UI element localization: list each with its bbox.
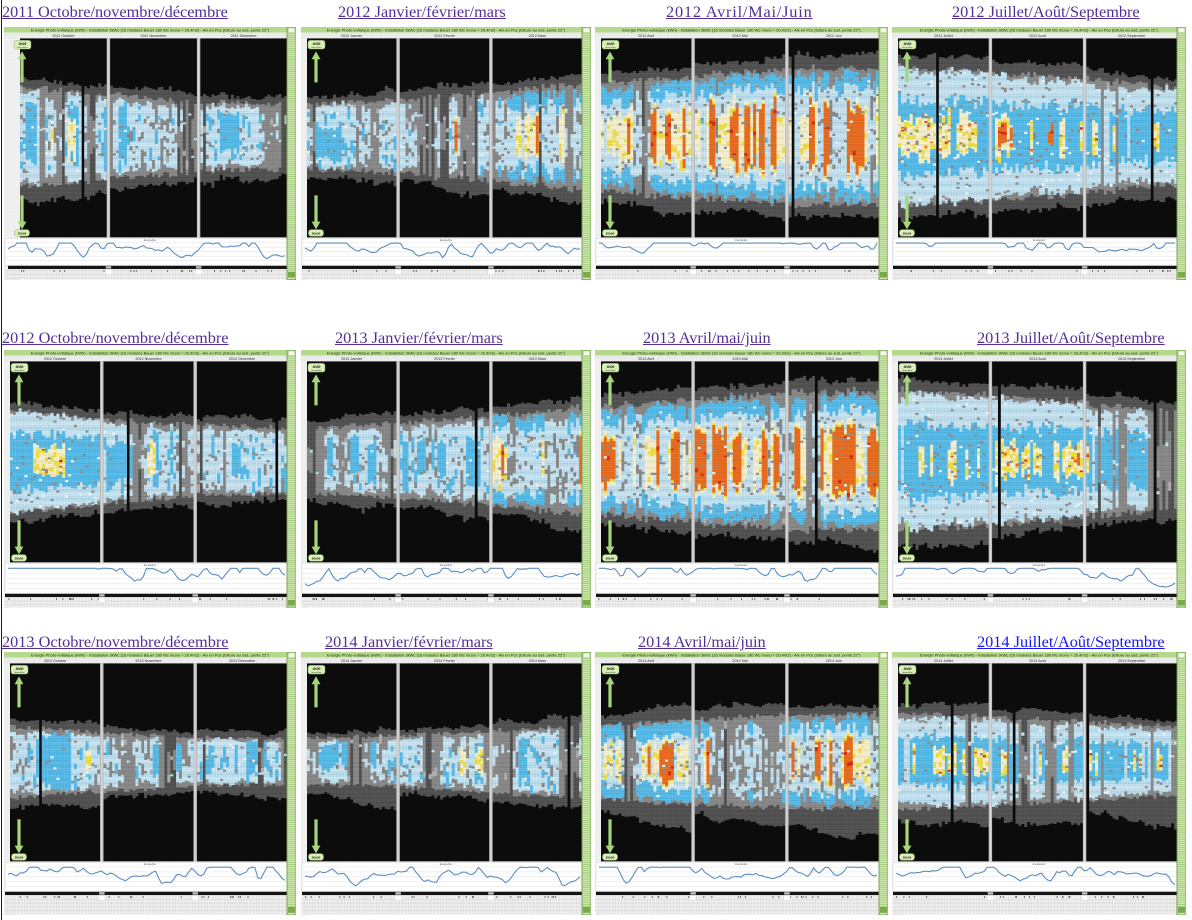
svg-text:Heure d'Hiver: Heure d'Hiver — [902, 46, 913, 49]
svg-text:Energie/jour: Energie/jour — [144, 863, 157, 866]
svg-text:20h00: 20h00 — [18, 232, 27, 236]
svg-text:4h00: 4h00 — [19, 42, 27, 46]
svg-text:2012 Juin: 2012 Juin — [826, 34, 842, 38]
svg-text:Energie Photo-voltaïque (kWh): Energie Photo-voltaïque (kWh) - Installa… — [31, 27, 270, 32]
svg-text:2014 Février: 2014 Février — [434, 659, 455, 663]
svg-text:2012 Novembre: 2012 Novembre — [135, 357, 161, 361]
svg-text:2014 Septembre: 2014 Septembre — [1118, 659, 1145, 663]
svg-text:Energie/jour: Energie/jour — [735, 863, 748, 866]
svg-text:2011 Novembre: 2011 Novembre — [141, 34, 167, 38]
svg-text:20h00: 20h00 — [312, 557, 321, 561]
svg-text:4h00: 4h00 — [16, 365, 24, 369]
svg-text:Heure d'Hiver: Heure d'Hiver — [311, 46, 322, 49]
svg-text:2012 Février: 2012 Février — [434, 34, 455, 38]
svg-text:Energie Photo-voltaïque (kWh): Energie Photo-voltaïque (kWh) - Installa… — [31, 350, 270, 355]
svg-text:2011 Décembre: 2011 Décembre — [231, 34, 257, 38]
svg-text:2014 Mai: 2014 Mai — [732, 659, 747, 663]
svg-text:Energie Photo-voltaïque (kWh): Energie Photo-voltaïque (kWh) - Installa… — [920, 350, 1159, 355]
svg-text:4h00: 4h00 — [607, 667, 615, 671]
svg-text:2012 Décembre: 2012 Décembre — [229, 357, 255, 361]
svg-text:2013 Octobre: 2013 Octobre — [44, 659, 66, 663]
svg-text:Energie Photo-voltaïque (kWh): Energie Photo-voltaïque (kWh) - Installa… — [327, 27, 566, 32]
svg-text:4h00: 4h00 — [313, 365, 321, 369]
svg-text:20h00: 20h00 — [903, 232, 912, 236]
svg-text:2013 Avril: 2013 Avril — [638, 357, 654, 361]
svg-text:2012 Août: 2012 Août — [1029, 34, 1046, 38]
svg-text:2012 Avril: 2012 Avril — [638, 34, 654, 38]
svg-text:4h00: 4h00 — [16, 667, 24, 671]
svg-text:Energie/jour: Energie/jour — [440, 239, 453, 242]
svg-text:20h00: 20h00 — [312, 856, 321, 860]
svg-text:20h00: 20h00 — [606, 232, 615, 236]
svg-text:Heure d'Hiver: Heure d'Hiver — [902, 369, 913, 372]
svg-text:2013 Novembre: 2013 Novembre — [135, 659, 161, 663]
svg-text:Heure d'Hiver: Heure d'Hiver — [605, 671, 616, 674]
svg-text:2014 Avril: 2014 Avril — [638, 659, 654, 663]
svg-text:20h00: 20h00 — [606, 557, 615, 561]
svg-text:2012 Septembre: 2012 Septembre — [1118, 34, 1145, 38]
svg-text:Energie Photo-voltaïque (kWh): Energie Photo-voltaïque (kWh) - Installa… — [622, 350, 861, 355]
svg-text:Energie/jour: Energie/jour — [735, 564, 748, 567]
svg-text:Energie/jour: Energie/jour — [1033, 239, 1046, 242]
svg-text:2013 Février: 2013 Février — [434, 357, 455, 361]
svg-text:Energie/jour: Energie/jour — [440, 564, 453, 567]
svg-text:2013 Mai: 2013 Mai — [732, 357, 747, 361]
svg-text:4h00: 4h00 — [607, 365, 615, 369]
svg-text:4h00: 4h00 — [904, 667, 912, 671]
svg-text:Heure d'Hiver: Heure d'Hiver — [311, 369, 322, 372]
svg-text:2014 Juillet: 2014 Juillet — [934, 659, 953, 663]
svg-text:4h00: 4h00 — [607, 42, 615, 46]
svg-text:Heure d'Hiver: Heure d'Hiver — [14, 671, 25, 674]
svg-text:2014 Janvier: 2014 Janvier — [341, 659, 363, 663]
svg-text:Heure d'Hiver: Heure d'Hiver — [605, 369, 616, 372]
svg-text:2013 Juillet: 2013 Juillet — [934, 357, 953, 361]
svg-text:2014 Août: 2014 Août — [1029, 659, 1046, 663]
svg-text:20h00: 20h00 — [15, 856, 24, 860]
svg-text:Energie Photo-voltaïque (kWh): Energie Photo-voltaïque (kWh) - Installa… — [31, 652, 270, 657]
svg-text:Energie/jour: Energie/jour — [1033, 564, 1046, 567]
svg-text:2013 Mars: 2013 Mars — [529, 357, 547, 361]
svg-text:2012 Juillet: 2012 Juillet — [934, 34, 953, 38]
svg-text:Energie Photo-voltaïque (kWh): Energie Photo-voltaïque (kWh) - Installa… — [327, 350, 566, 355]
svg-text:2012 Mars: 2012 Mars — [529, 34, 547, 38]
svg-text:Energie/jour: Energie/jour — [440, 863, 453, 866]
svg-text:Energie Photo-voltaïque (kWh): Energie Photo-voltaïque (kWh) - Installa… — [622, 27, 861, 32]
svg-text:20h00: 20h00 — [903, 557, 912, 561]
svg-text:Heure d'Hiver: Heure d'Hiver — [17, 46, 28, 49]
svg-text:2013 Décembre: 2013 Décembre — [229, 659, 255, 663]
svg-text:4h00: 4h00 — [904, 42, 912, 46]
svg-text:2014 Mars: 2014 Mars — [529, 659, 547, 663]
svg-text:2013 Juin: 2013 Juin — [826, 357, 842, 361]
svg-text:Energie/jour: Energie/jour — [1033, 863, 1046, 866]
svg-text:Energie Photo-voltaïque (kWh): Energie Photo-voltaïque (kWh) - Installa… — [920, 27, 1159, 32]
svg-text:Energie Photo-voltaïque (kWh): Energie Photo-voltaïque (kWh) - Installa… — [622, 652, 861, 657]
svg-text:2013 Janvier: 2013 Janvier — [341, 357, 363, 361]
svg-text:Energie/jour: Energie/jour — [144, 239, 157, 242]
svg-text:Heure d'Hiver: Heure d'Hiver — [14, 369, 25, 372]
svg-text:2011 Octobre: 2011 Octobre — [52, 34, 74, 38]
svg-text:4h00: 4h00 — [904, 365, 912, 369]
svg-text:2013 Septembre: 2013 Septembre — [1118, 357, 1145, 361]
svg-text:Energie/jour: Energie/jour — [144, 564, 157, 567]
svg-text:2012 Mai: 2012 Mai — [732, 34, 747, 38]
svg-text:Heure d'Hiver: Heure d'Hiver — [902, 671, 913, 674]
svg-text:4h00: 4h00 — [313, 42, 321, 46]
svg-text:4h00: 4h00 — [313, 667, 321, 671]
svg-text:Heure d'Hiver: Heure d'Hiver — [311, 671, 322, 674]
svg-text:2012 Janvier: 2012 Janvier — [341, 34, 363, 38]
svg-text:20h00: 20h00 — [606, 856, 615, 860]
svg-text:2013 Août: 2013 Août — [1029, 357, 1046, 361]
svg-text:Energie Photo-voltaïque (kWh): Energie Photo-voltaïque (kWh) - Installa… — [920, 652, 1159, 657]
svg-text:2014 Juin: 2014 Juin — [826, 659, 842, 663]
svg-text:20h00: 20h00 — [312, 232, 321, 236]
svg-text:Energie Photo-voltaïque (kWh): Energie Photo-voltaïque (kWh) - Installa… — [327, 652, 566, 657]
svg-text:2012 Octobre: 2012 Octobre — [44, 357, 66, 361]
svg-text:20h00: 20h00 — [15, 557, 24, 561]
svg-text:20h00: 20h00 — [903, 856, 912, 860]
svg-text:Energie/jour: Energie/jour — [735, 239, 748, 242]
svg-text:Heure d'Hiver: Heure d'Hiver — [605, 46, 616, 49]
